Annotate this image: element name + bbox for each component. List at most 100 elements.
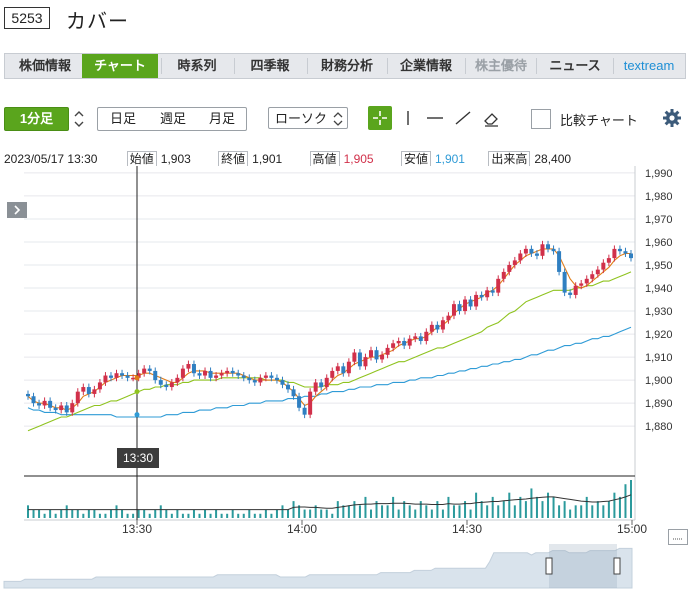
candle-body <box>180 368 185 378</box>
candle-body <box>225 370 230 374</box>
candle-body <box>385 347 390 355</box>
volume-bar <box>60 509 63 518</box>
volume-bar <box>524 501 527 518</box>
volume-bar <box>591 505 594 518</box>
candle-body <box>418 336 423 341</box>
candle-body <box>230 370 235 374</box>
weekly-button[interactable]: 週足 <box>159 111 186 126</box>
candle-body <box>568 292 573 295</box>
monthly-button[interactable]: 月足 <box>208 111 235 126</box>
candle-body <box>291 389 296 397</box>
candle-body <box>280 380 285 385</box>
candle-body <box>175 377 180 383</box>
eraser-tool-icon[interactable] <box>480 106 502 130</box>
x-tick-label: 15:00 <box>617 522 647 536</box>
vertical-line-tool-icon[interactable] <box>400 106 416 130</box>
interval-stepper-icon[interactable] <box>72 108 86 130</box>
candle-body <box>595 269 600 275</box>
y-tick-label: 1,920 <box>645 329 673 341</box>
candle-body <box>313 382 318 392</box>
volume-bar <box>148 513 151 518</box>
trend-line-tool-icon[interactable] <box>452 106 474 130</box>
candle-body <box>518 253 523 261</box>
tab-textream[interactable]: textream <box>623 58 675 73</box>
candle-body <box>252 380 257 383</box>
volume-bar <box>347 505 350 518</box>
candle-body <box>402 340 407 346</box>
candle-body <box>380 354 385 360</box>
candle-body <box>529 248 534 254</box>
panel-collapse-icon[interactable] <box>7 202 27 218</box>
chevron-updown-icon <box>333 112 343 126</box>
candle-body <box>579 283 584 286</box>
candle-body <box>435 324 440 330</box>
candle-body <box>606 258 611 263</box>
candle-body <box>623 251 628 254</box>
cursor-dot-long <box>134 412 140 418</box>
tab-company-info[interactable]: 企業情報 <box>399 58 452 73</box>
volume-bar <box>353 501 356 518</box>
candle-body <box>368 350 373 358</box>
volume-bar <box>27 505 29 518</box>
volume-average-line <box>28 494 632 511</box>
price-chart[interactable]: 1,990 1,980 1,970 1,960 1,950 1,940 1,930 1,920… <box>0 164 695 590</box>
candle-body <box>274 377 279 381</box>
tab-news[interactable]: ニュース <box>549 58 601 73</box>
close-value: 1,901 <box>252 152 283 166</box>
tab-financial-analysis[interactable]: 財務分析 <box>320 58 373 73</box>
tab-stock-info[interactable]: 株価情報 <box>18 58 71 73</box>
horizontal-line-tool-icon[interactable] <box>424 106 446 130</box>
candle-body <box>302 407 307 415</box>
volume-bar <box>569 509 572 518</box>
volume-bar <box>38 509 41 518</box>
volume-bar <box>436 501 439 518</box>
cursor-dot-mid <box>134 389 140 395</box>
volume-bar <box>65 505 68 518</box>
volume-bar <box>287 509 290 518</box>
tab-chart[interactable]: チャート <box>82 54 158 78</box>
tab-time-series[interactable]: 時系列 <box>177 58 217 73</box>
gear-icon[interactable] <box>662 108 682 128</box>
cursor-time-label: 13:30 <box>117 448 159 468</box>
cursor-dot-short <box>134 375 140 381</box>
compare-chart-label[interactable]: 比較チャート <box>560 113 638 128</box>
y-tick-label: 1,880 <box>645 421 673 433</box>
compare-checkbox[interactable] <box>531 109 551 129</box>
candle-body <box>297 396 302 408</box>
candle-body <box>64 405 69 413</box>
tab-quarterly-report[interactable]: 四季報 <box>250 58 290 73</box>
candle-body <box>413 336 418 339</box>
candle-body <box>31 396 36 404</box>
candle-body <box>26 393 30 397</box>
y-tick-label: 1,980 <box>645 191 673 203</box>
volume-bar <box>419 501 422 518</box>
stock-code: 5253 <box>4 7 50 29</box>
candle-body <box>601 262 606 270</box>
candle-body <box>108 375 113 378</box>
expand-icon[interactable] <box>668 529 688 545</box>
candle-body <box>37 403 42 406</box>
crosshair-tool-icon[interactable] <box>368 106 392 130</box>
volume-bar <box>281 505 284 518</box>
candle-body <box>590 274 595 279</box>
overview-selection <box>549 544 617 588</box>
candle-body <box>97 382 102 390</box>
candle-body <box>341 366 346 374</box>
interval-select[interactable]: 1分足 <box>4 107 69 131</box>
candle-body <box>191 364 196 374</box>
volume-bar <box>414 509 417 518</box>
volume-bar <box>275 509 278 518</box>
candle-body <box>557 251 562 272</box>
candle-body <box>214 375 219 378</box>
candle-body <box>42 400 47 406</box>
volume-bar <box>220 513 223 518</box>
volume-bar <box>392 496 395 518</box>
tab-divider <box>387 58 388 74</box>
volume-bar <box>154 509 157 518</box>
chart-type-select[interactable]: ローソク <box>268 107 348 129</box>
volume-bar <box>530 488 533 518</box>
daily-button[interactable]: 日足 <box>109 111 136 126</box>
volume-bar <box>535 496 538 518</box>
tab-divider <box>613 58 614 74</box>
volume-bar <box>502 501 505 518</box>
